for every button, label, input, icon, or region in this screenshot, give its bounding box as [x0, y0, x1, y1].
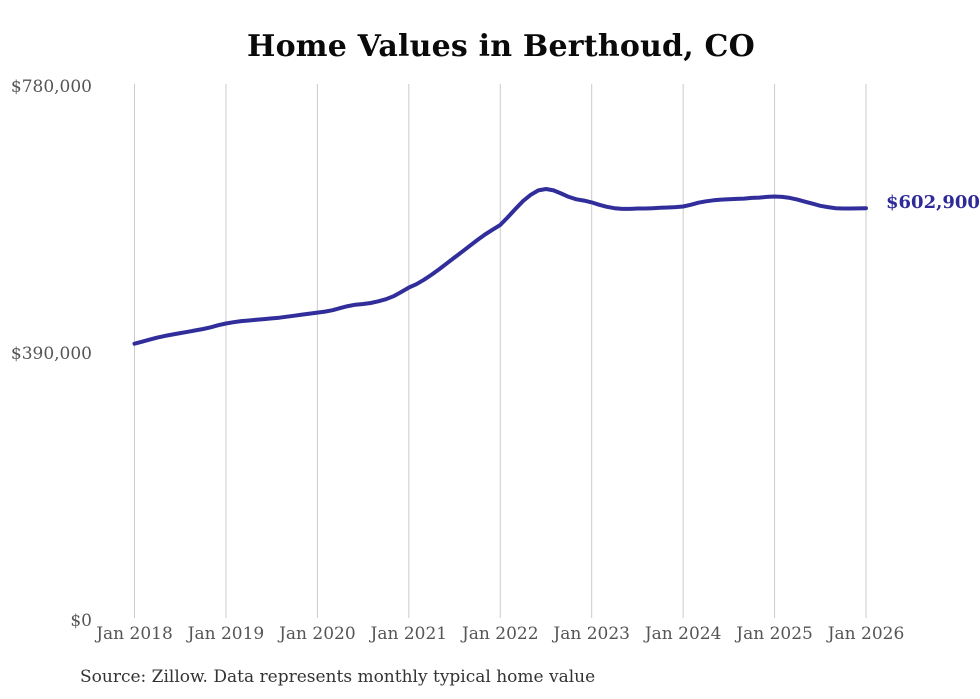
y-tick-label: $0 — [70, 611, 92, 631]
x-tick-label: Jan 2024 — [644, 624, 722, 644]
x-tick-label: Jan 2023 — [553, 624, 630, 644]
x-tick-label: Jan 2026 — [827, 624, 905, 644]
y-tick-label: $390,000 — [10, 344, 92, 364]
y-tick-label: $780,000 — [10, 77, 92, 97]
x-tick-label: Jan 2025 — [736, 624, 813, 644]
chart-title: Home Values in Berthoud, CO — [247, 29, 755, 64]
home-value-line — [132, 187, 868, 346]
x-tick-label: Jan 2018 — [96, 624, 173, 644]
x-tick-label: Jan 2019 — [187, 624, 265, 644]
end-value-label: $602,900 — [886, 192, 980, 214]
x-tick-label: Jan 2022 — [461, 624, 539, 644]
x-tick-label: Jan 2020 — [279, 624, 356, 644]
x-tick-label: Jan 2021 — [370, 624, 448, 644]
source-note: Source: Zillow. Data represents monthly … — [80, 667, 596, 687]
